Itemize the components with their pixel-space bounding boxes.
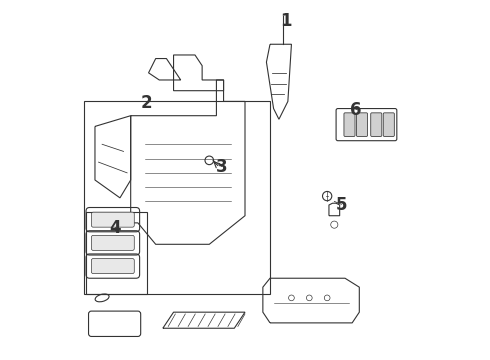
Text: 6: 6 (350, 102, 362, 120)
Text: 4: 4 (109, 219, 121, 237)
Bar (86, 212, 147, 294)
FancyBboxPatch shape (356, 113, 368, 136)
FancyBboxPatch shape (371, 113, 382, 136)
Text: 1: 1 (280, 12, 292, 30)
Bar (84, 102, 270, 294)
Text: 3: 3 (216, 158, 227, 176)
FancyBboxPatch shape (92, 212, 134, 227)
FancyBboxPatch shape (383, 113, 394, 136)
Text: 2: 2 (141, 94, 152, 112)
FancyBboxPatch shape (344, 113, 355, 136)
Text: 5: 5 (336, 196, 347, 214)
FancyBboxPatch shape (92, 258, 134, 274)
FancyBboxPatch shape (92, 235, 134, 250)
